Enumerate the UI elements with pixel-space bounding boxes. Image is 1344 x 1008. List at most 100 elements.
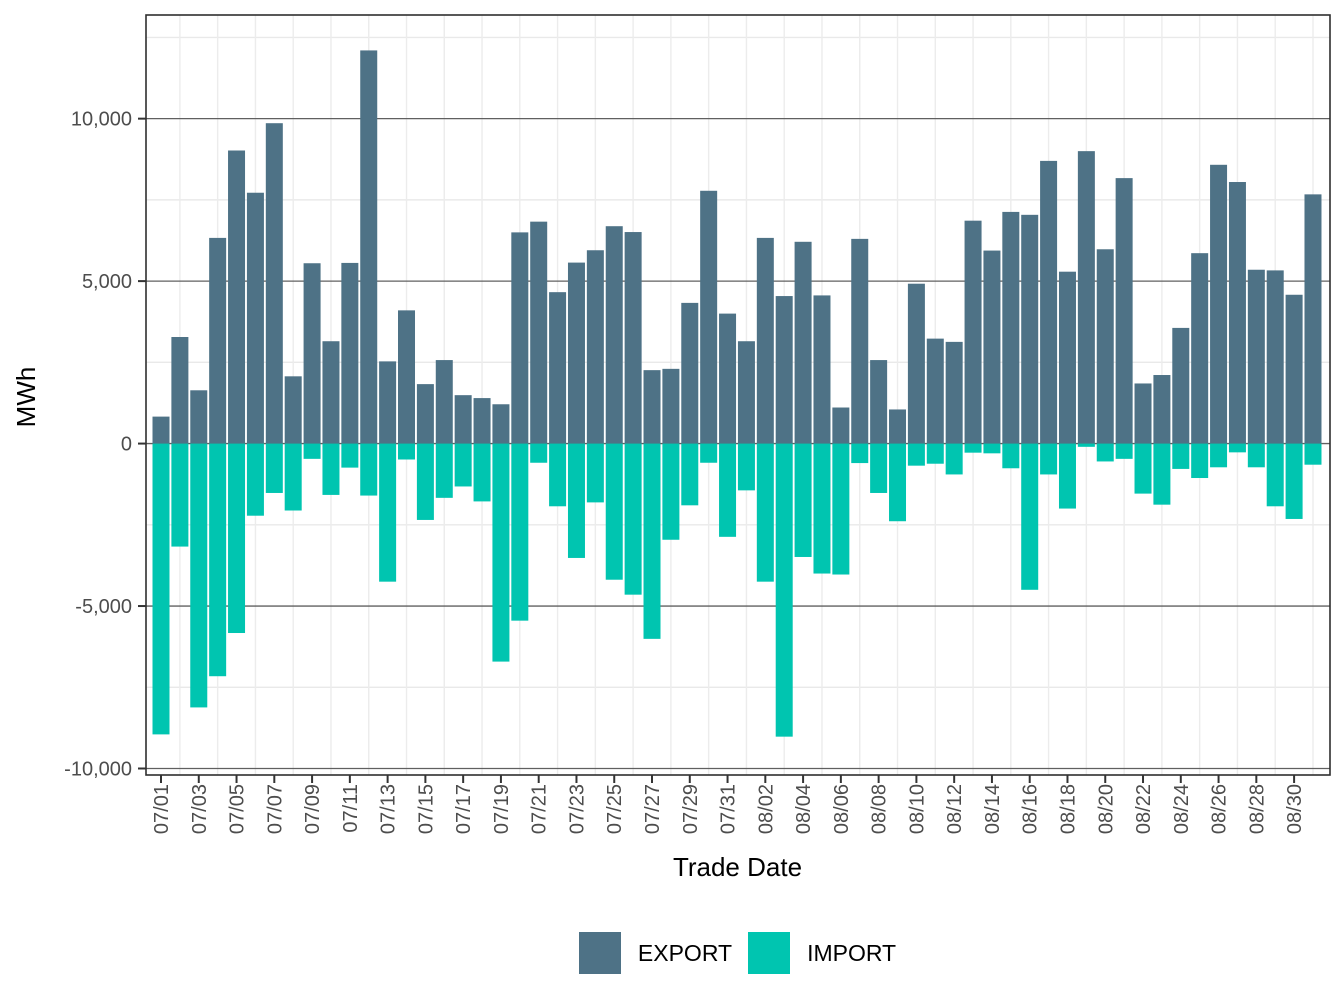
export-bar: [662, 368, 680, 444]
legend-item-export: EXPORT: [578, 932, 732, 974]
legend-item-import: IMPORT: [748, 932, 896, 974]
y-tick-label: -5,000: [75, 596, 132, 618]
import-bar: [492, 443, 510, 662]
export-bar: [870, 360, 888, 444]
export-bar: [454, 395, 472, 444]
export-bar: [794, 241, 812, 444]
import-bar: [303, 443, 321, 459]
x-tick-label: 08/02: [755, 784, 777, 834]
x-tick-label: 07/21: [529, 784, 551, 834]
import-bar: [945, 443, 963, 475]
export-bar: [303, 263, 321, 444]
export-bar: [643, 370, 661, 444]
export-bar: [228, 150, 246, 444]
import-bar: [228, 443, 246, 634]
x-tick-label: 07/27: [642, 784, 664, 834]
export-bar: [567, 262, 585, 444]
x-tick-label: 08/04: [793, 784, 815, 834]
x-tick-label: 07/05: [227, 784, 249, 834]
export-bar: [1191, 253, 1209, 444]
export-bar: [624, 232, 642, 444]
x-tick-label: 08/10: [906, 784, 928, 834]
import-bar: [549, 443, 567, 507]
x-tick-label: 07/15: [415, 784, 437, 834]
import-bar: [1002, 443, 1020, 469]
import-bar: [152, 443, 170, 735]
export-bar: [681, 302, 699, 444]
y-tick-label: 0: [121, 434, 132, 456]
import-bar: [190, 443, 208, 708]
x-tick-label: 08/12: [944, 784, 966, 834]
x-tick-label: 07/29: [680, 784, 702, 834]
y-axis-title: MWh: [11, 366, 41, 428]
export-bar: [265, 123, 283, 444]
legend-swatch-import: [748, 932, 791, 974]
export-bar: [1228, 182, 1246, 444]
x-tick-label: 08/30: [1284, 784, 1306, 834]
import-bar: [832, 443, 850, 575]
import-bar: [681, 443, 699, 506]
x-tick-label: 07/31: [718, 784, 740, 834]
import-bar: [889, 443, 907, 522]
import-bar: [1115, 443, 1133, 459]
export-bar: [1247, 269, 1265, 444]
import-bar: [1134, 443, 1152, 494]
x-tick-label: 07/23: [566, 784, 588, 834]
export-bar: [530, 221, 548, 444]
import-bar: [737, 443, 755, 491]
export-bar: [379, 361, 397, 444]
export-bar: [605, 226, 623, 444]
import-bar: [756, 443, 774, 582]
export-bar: [1285, 294, 1303, 444]
export-bar: [983, 250, 1001, 444]
export-bar: [1134, 383, 1152, 444]
y-tick-label: 5,000: [82, 271, 132, 293]
import-bar: [284, 443, 302, 511]
export-bar: [945, 341, 963, 444]
x-tick-label: 07/09: [302, 784, 324, 834]
x-tick-label: 08/08: [869, 784, 891, 834]
import-bar: [851, 443, 869, 464]
x-tick-label: 07/01: [151, 784, 173, 834]
panel-border: [145, 14, 1331, 776]
export-bar: [416, 384, 434, 444]
import-bar: [416, 443, 434, 520]
export-bar: [1058, 271, 1076, 444]
import-bar: [1153, 443, 1171, 505]
y-tick-label: -10,000: [64, 759, 132, 781]
import-bar: [719, 443, 737, 537]
export-bar: [1266, 270, 1284, 444]
x-tick-label: 08/28: [1246, 784, 1268, 834]
export-bar: [190, 390, 208, 444]
y-tick-label: 10,000: [71, 109, 132, 131]
import-bar: [567, 443, 585, 558]
x-tick-label: 07/03: [189, 784, 211, 834]
x-tick-label: 07/25: [604, 784, 626, 834]
export-bar: [492, 404, 510, 444]
export-bar: [889, 409, 907, 444]
import-bar: [983, 443, 1001, 454]
import-bar: [511, 443, 529, 621]
import-bar: [926, 443, 944, 464]
export-bar: [1077, 151, 1095, 444]
import-bar: [379, 443, 397, 582]
x-tick-label: 08/18: [1057, 784, 1079, 834]
import-bar: [624, 443, 642, 595]
import-bar: [794, 443, 812, 557]
export-bar: [341, 262, 359, 444]
import-bar: [813, 443, 831, 574]
import-bar: [1096, 443, 1114, 462]
export-bar: [209, 237, 227, 444]
export-bar: [926, 338, 944, 444]
import-bar: [473, 443, 491, 502]
x-tick-label: 08/22: [1133, 784, 1155, 834]
import-bar: [171, 443, 189, 547]
export-bar: [700, 190, 718, 444]
export-bar: [1304, 194, 1322, 444]
import-bar: [435, 443, 453, 498]
x-tick-label: 07/07: [264, 784, 286, 834]
import-bar: [322, 443, 340, 495]
import-bar: [1266, 443, 1284, 507]
